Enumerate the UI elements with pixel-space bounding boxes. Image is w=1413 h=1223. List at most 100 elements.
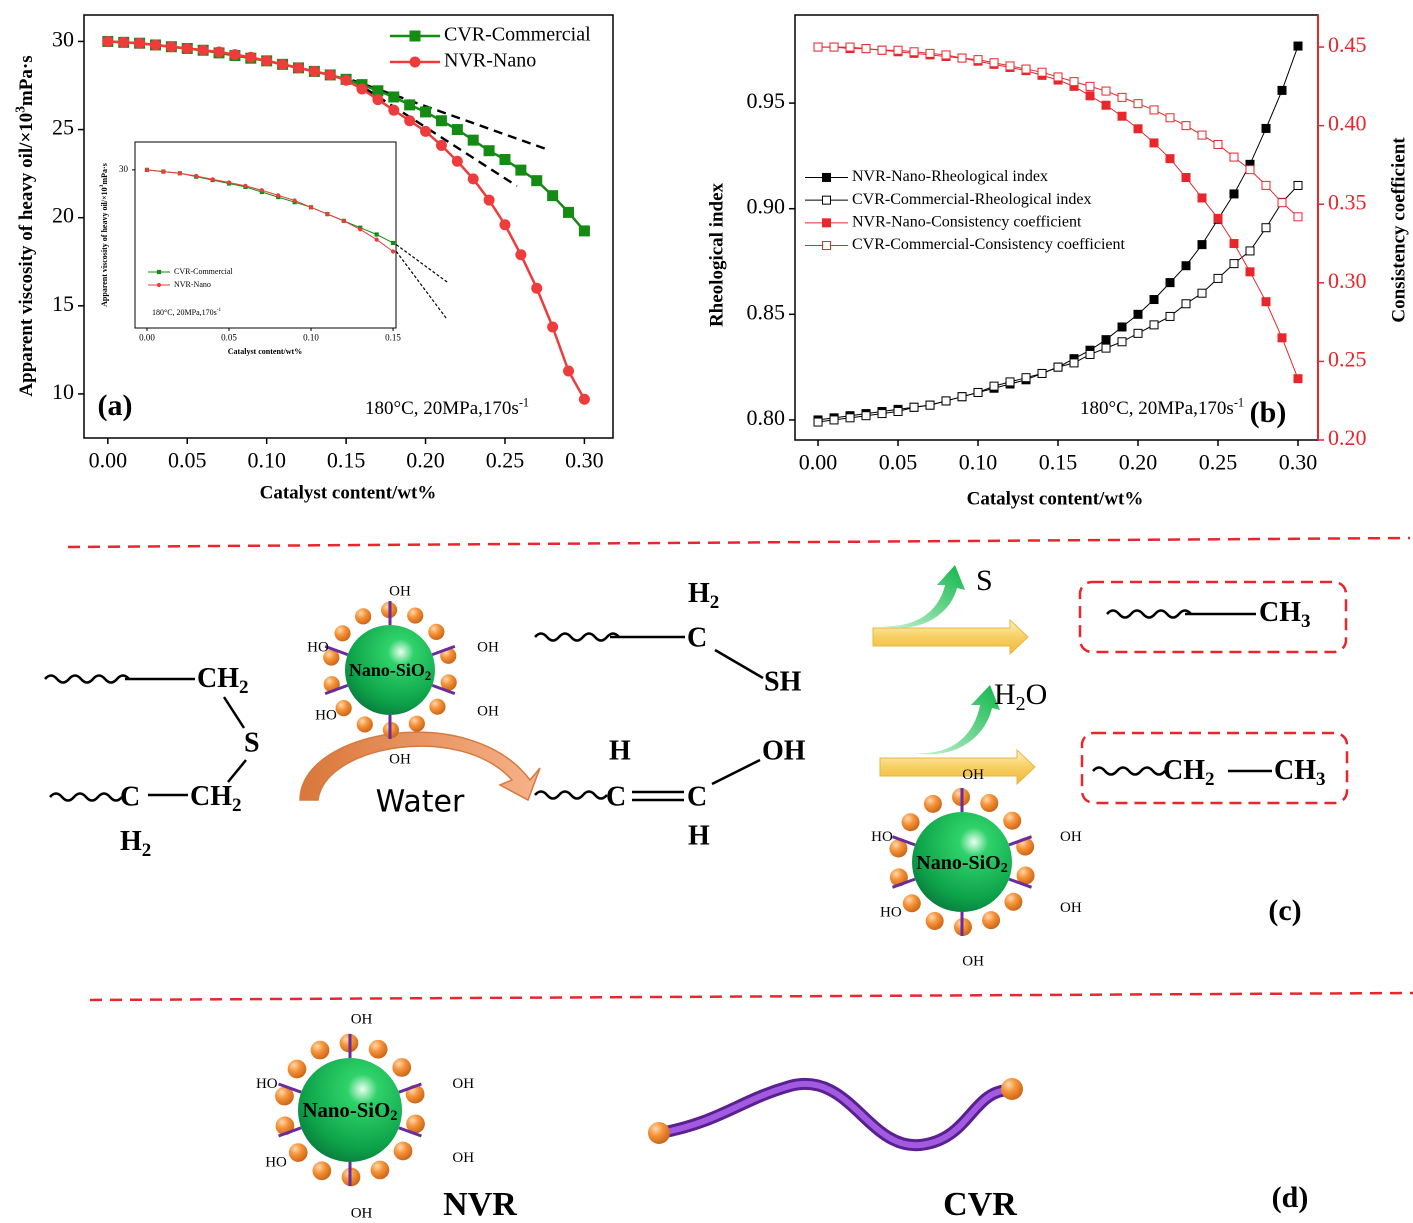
data-point	[1246, 166, 1254, 174]
formula-sub: 2	[239, 677, 249, 698]
legend-label: NVR-Nano-Rheological index	[852, 168, 1048, 185]
y2-tick-label: 0.25	[1328, 346, 1367, 371]
data-point	[211, 178, 214, 181]
y-axis-label-text: mPa·s	[100, 163, 109, 184]
release-arrow	[882, 565, 965, 628]
data-point	[468, 135, 478, 145]
data-point	[500, 220, 510, 230]
x-tick-label: 0.25	[1199, 450, 1238, 475]
data-point	[1102, 101, 1110, 109]
panel-label: (d)	[1272, 1181, 1309, 1214]
reference-line	[396, 251, 447, 319]
data-point	[500, 155, 510, 165]
y-tick-label: 25	[52, 115, 74, 140]
hydroxyl-label: HO	[265, 1155, 287, 1171]
hydroxyl-label: OH	[477, 703, 499, 719]
x-tick-label: 0.10	[303, 333, 319, 343]
series-line	[147, 170, 393, 252]
data-point	[436, 140, 446, 150]
release-arrow	[914, 685, 1000, 754]
data-point	[1198, 131, 1206, 139]
y-tick-label: 15	[52, 291, 74, 316]
data-point	[1134, 329, 1142, 337]
data-point	[1150, 106, 1158, 114]
surface-group	[355, 608, 371, 624]
legend-marker	[157, 283, 160, 286]
polymer-chain-highlight	[660, 1084, 1010, 1145]
data-point	[926, 401, 934, 409]
annotation-text: 180°C, 20MPa,170s	[365, 398, 519, 419]
hydroxyl-label: HO	[880, 905, 902, 921]
data-point	[1230, 240, 1238, 248]
data-point	[926, 49, 934, 57]
data-point	[942, 51, 950, 59]
formula-text: O	[1026, 678, 1048, 711]
legend-marker	[823, 242, 831, 250]
y-tick-label: 30	[119, 164, 129, 174]
formula: CH3	[1274, 755, 1326, 790]
y2-tick-label: 0.30	[1328, 268, 1367, 293]
legend-marker	[823, 196, 831, 204]
data-point	[1118, 323, 1126, 331]
data-point	[1134, 310, 1142, 318]
data-point	[1006, 378, 1014, 386]
data-point	[532, 176, 542, 186]
data-point	[1294, 42, 1302, 50]
chain-end	[648, 1122, 670, 1144]
formula-text: CH	[1274, 755, 1316, 786]
data-point	[910, 403, 918, 411]
data-point	[1198, 289, 1206, 297]
y-axis-label: Rheological index	[706, 182, 727, 327]
data-point	[1294, 375, 1302, 383]
data-point	[1118, 338, 1126, 346]
data-point	[990, 59, 998, 67]
data-point	[1086, 92, 1094, 100]
hydroxyl-label: OH	[1060, 829, 1082, 845]
hydroxyl-label: OH	[351, 1205, 373, 1221]
formula: H2	[120, 826, 151, 861]
formula-sub: 3	[1316, 769, 1326, 790]
data-point	[830, 43, 838, 51]
particle-label: Nano-SiO2	[302, 1099, 397, 1125]
formula-sub: 3	[1301, 611, 1311, 632]
data-point	[468, 174, 478, 184]
surface-group	[369, 1040, 388, 1059]
data-point	[103, 36, 113, 46]
y-tick-label: 30	[52, 26, 74, 51]
hydroxyl-label: OH	[1060, 900, 1082, 916]
data-point	[1150, 296, 1158, 304]
particle-label-text: Nano-SiO	[349, 660, 425, 680]
data-point	[814, 418, 822, 426]
formula-text: CH	[1163, 755, 1205, 786]
wavy-chain	[1093, 768, 1165, 775]
x-axis-label: Catalyst content/wt%	[260, 482, 437, 503]
data-point	[309, 66, 319, 76]
data-point	[405, 116, 415, 126]
data-point	[325, 70, 335, 80]
data-point	[246, 52, 256, 62]
data-point	[150, 40, 160, 50]
x-tick-label: 0.00	[799, 450, 838, 475]
x-tick-label: 0.10	[247, 448, 286, 473]
legend-label: CVR-Commercial	[174, 267, 233, 276]
cvr-label: CVR	[943, 1186, 1017, 1223]
data-point	[1118, 93, 1126, 101]
data-point	[1086, 350, 1094, 358]
x-axis-label: Catalyst content/wt%	[967, 488, 1144, 509]
annotation-sup: -1	[519, 395, 529, 409]
hydroxyl-label: HO	[315, 707, 337, 723]
surface-group	[288, 1060, 307, 1079]
particle-label-text: Nano-SiO	[916, 852, 1000, 874]
data-point	[548, 322, 558, 332]
data-point	[1150, 321, 1158, 329]
panel-label: (b)	[1250, 396, 1287, 429]
formula-sub: 2	[1016, 693, 1026, 715]
data-point	[894, 46, 902, 54]
annotation-text: 180°C, 20MPa,170s	[152, 308, 217, 317]
data-point	[1294, 181, 1302, 189]
data-point	[878, 46, 886, 54]
data-point	[1278, 199, 1286, 207]
formula: CH2	[190, 781, 242, 816]
y-tick-label: 0.80	[747, 405, 786, 430]
nvr-label: NVR	[443, 1186, 517, 1223]
